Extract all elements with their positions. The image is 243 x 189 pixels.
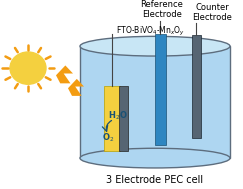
Bar	[191, 36, 200, 138]
Bar	[80, 46, 230, 158]
Text: H$_2$O: H$_2$O	[108, 109, 128, 122]
Bar	[119, 87, 128, 151]
Circle shape	[10, 52, 46, 84]
Text: O$_2$: O$_2$	[102, 132, 114, 144]
Text: Reference
Electrode: Reference Electrode	[140, 0, 183, 19]
Ellipse shape	[80, 148, 230, 168]
Text: Counter
Electrode: Counter Electrode	[192, 3, 232, 22]
Text: 3 Electrode PEC cell: 3 Electrode PEC cell	[106, 175, 204, 185]
Bar	[104, 87, 120, 151]
Text: FTO-BiVO$_4$-Mn$_x$O$_y$: FTO-BiVO$_4$-Mn$_x$O$_y$	[116, 24, 185, 38]
Polygon shape	[68, 79, 84, 96]
Ellipse shape	[80, 36, 230, 56]
Bar	[155, 34, 165, 145]
Polygon shape	[56, 65, 73, 83]
